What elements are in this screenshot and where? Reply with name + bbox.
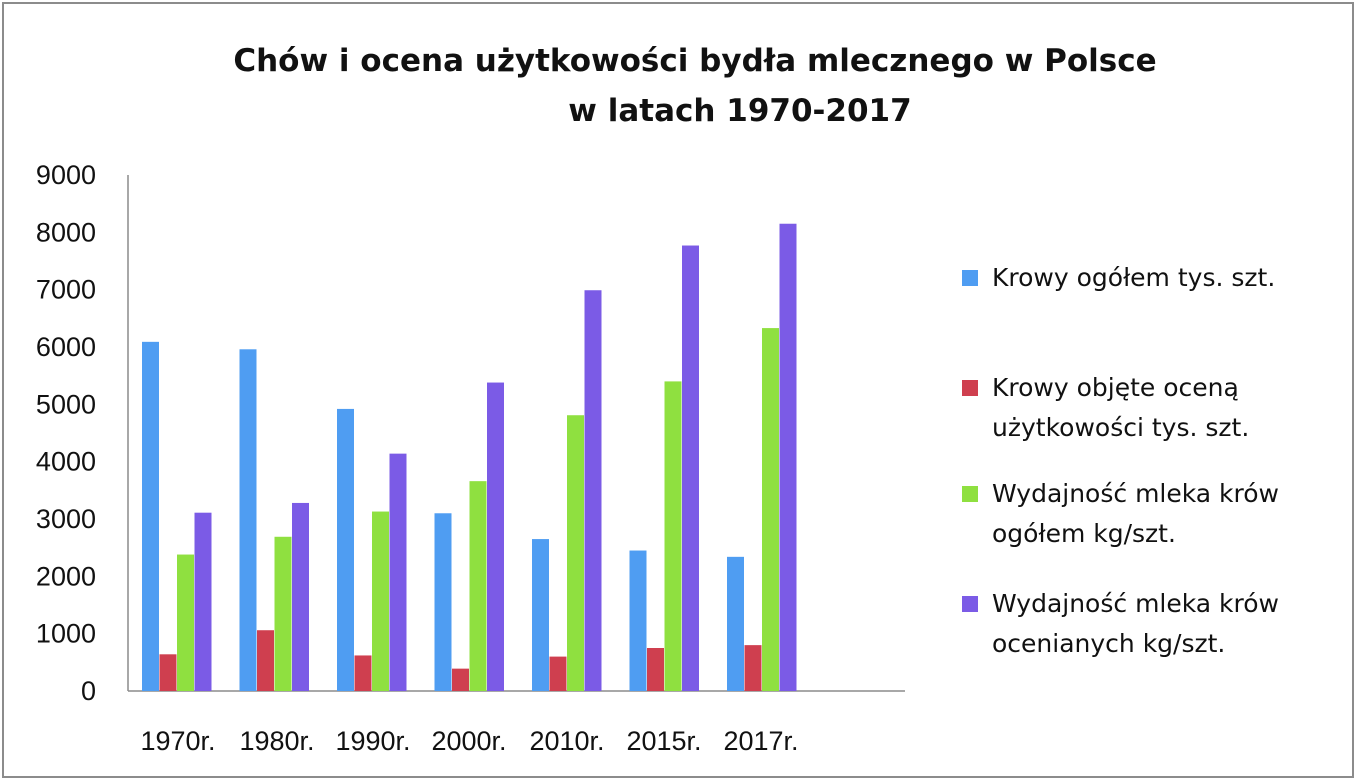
legend-swatch bbox=[962, 486, 978, 502]
x-tick-label: 1990r. bbox=[335, 726, 410, 756]
y-tick-label: 7000 bbox=[36, 275, 96, 305]
bar bbox=[584, 290, 602, 691]
bar bbox=[239, 349, 257, 691]
y-tick-label: 4000 bbox=[36, 447, 96, 477]
chart-title: Chów i ocena użytkowości bydła mlecznego… bbox=[100, 36, 1290, 136]
chart-title-line-1: Chów i ocena użytkowości bydła mlecznego… bbox=[233, 43, 1157, 79]
bar bbox=[389, 453, 407, 691]
bar bbox=[257, 630, 274, 691]
x-tick-label: 2010r. bbox=[529, 726, 604, 756]
y-tick-label: 2000 bbox=[36, 561, 96, 591]
bar bbox=[194, 512, 212, 691]
y-tick-label: 1000 bbox=[36, 619, 96, 649]
y-tick-label: 8000 bbox=[36, 217, 96, 247]
bar bbox=[354, 655, 372, 691]
chart-title-line-2: w latach 1970-2017 bbox=[568, 93, 912, 129]
bar bbox=[727, 556, 744, 691]
legend-label: Krowy ogółem tys. szt. bbox=[992, 263, 1276, 292]
x-tick-label: 2000r. bbox=[431, 726, 506, 756]
x-tick-label: 1970r. bbox=[140, 726, 215, 756]
legend-label: Wydajność mleka krów ocenianych kg/szt. bbox=[992, 589, 1279, 658]
y-tick-label: 0 bbox=[81, 676, 96, 706]
bar bbox=[159, 654, 177, 691]
bar bbox=[762, 328, 779, 691]
y-tick-label: 6000 bbox=[36, 332, 96, 362]
bar bbox=[372, 511, 389, 691]
legend-label: Wydajność mleka krów ogółem kg/szt. bbox=[992, 479, 1279, 548]
bar bbox=[532, 539, 549, 691]
bar bbox=[682, 245, 699, 691]
bar bbox=[142, 341, 159, 691]
bar bbox=[337, 408, 354, 691]
legend-swatch bbox=[962, 270, 978, 286]
bar bbox=[744, 645, 762, 691]
x-tick-label: 2015r. bbox=[626, 726, 701, 756]
bar bbox=[452, 668, 469, 691]
legend-label: Krowy objęte oceną użytkowości tys. szt. bbox=[992, 373, 1250, 442]
legend-swatch bbox=[962, 596, 978, 612]
bar bbox=[629, 550, 647, 691]
bar bbox=[292, 502, 309, 691]
legend-swatch bbox=[962, 380, 978, 396]
bar bbox=[779, 223, 797, 691]
y-tick-label: 3000 bbox=[36, 504, 96, 534]
bar bbox=[567, 415, 584, 691]
x-tick-label: 1980r. bbox=[239, 726, 314, 756]
y-tick-label: 5000 bbox=[36, 389, 96, 419]
bar bbox=[487, 382, 504, 691]
bar bbox=[647, 648, 664, 691]
bar bbox=[274, 536, 292, 691]
bar bbox=[177, 554, 194, 691]
bar bbox=[664, 381, 682, 691]
x-tick-label: 2017r. bbox=[723, 726, 798, 756]
bar bbox=[469, 481, 487, 691]
bar bbox=[549, 656, 567, 691]
bar bbox=[434, 513, 452, 691]
y-tick-label: 9000 bbox=[36, 160, 96, 190]
